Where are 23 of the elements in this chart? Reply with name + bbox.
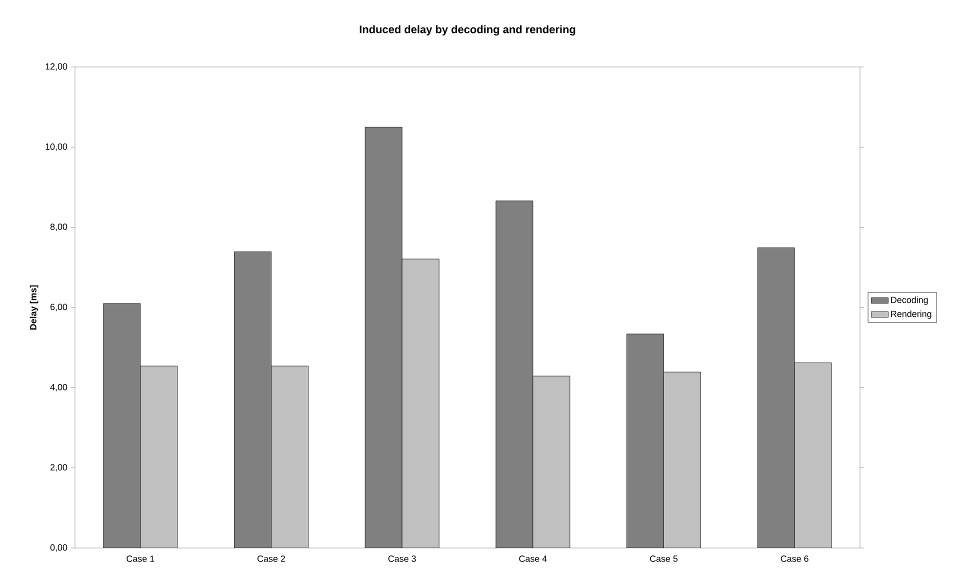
bar [402, 258, 440, 548]
bar [794, 362, 832, 548]
x-tick-label: Case 4 [519, 556, 547, 562]
y-tick-label: 10,00 [46, 143, 68, 151]
x-tick-label: Case 5 [650, 556, 678, 562]
y-tick-label: 0,00 [50, 544, 68, 552]
bar [271, 366, 308, 548]
bar [532, 376, 570, 548]
bar [140, 366, 178, 548]
legend-label: Rendering [891, 310, 932, 319]
y-axis-title: Delay [ms] [30, 285, 38, 330]
x-tick-label: Case 3 [388, 556, 416, 562]
x-tick-label: Case 6 [780, 556, 808, 562]
y-tick-label: 8,00 [50, 224, 68, 232]
chart-title: Induced delay by decoding and rendering [360, 25, 576, 36]
y-tick-label: 6,00 [50, 304, 68, 312]
y-tick-label: 4,00 [50, 384, 68, 392]
legend-label: Decoding [891, 296, 928, 305]
x-tick-label: Case 2 [258, 556, 285, 562]
x-tick-label: Case 1 [126, 556, 154, 562]
bar [664, 372, 701, 548]
y-tick-label: 12,00 [46, 63, 68, 71]
y-tick-label: 2,00 [50, 464, 68, 472]
